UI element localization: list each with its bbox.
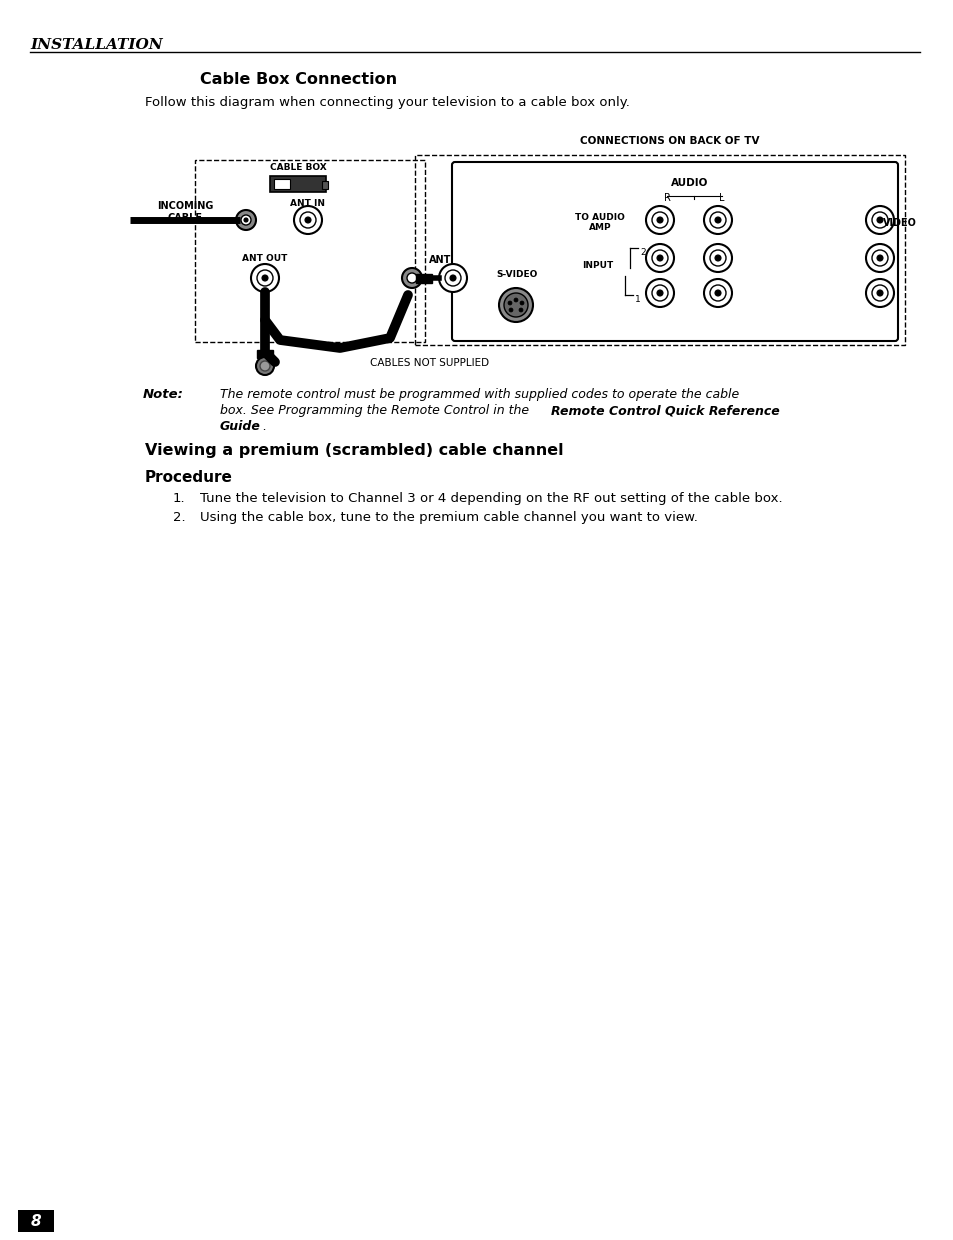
Text: TO AUDIO
AMP: TO AUDIO AMP <box>575 213 624 232</box>
Circle shape <box>657 217 662 223</box>
Text: The remote control must be programmed with supplied codes to operate the cable: The remote control must be programmed wi… <box>220 388 739 401</box>
Circle shape <box>876 217 882 223</box>
Circle shape <box>255 357 274 374</box>
Circle shape <box>876 290 882 296</box>
Bar <box>274 179 290 188</box>
Circle shape <box>657 255 662 260</box>
Circle shape <box>444 270 460 286</box>
Circle shape <box>865 279 893 308</box>
Circle shape <box>651 285 667 301</box>
Text: Remote Control Quick Reference: Remote Control Quick Reference <box>551 404 779 417</box>
Text: AUDIO: AUDIO <box>671 179 708 188</box>
Circle shape <box>657 290 662 296</box>
Bar <box>322 181 328 188</box>
Circle shape <box>865 244 893 272</box>
Circle shape <box>703 279 731 308</box>
Text: CABLE BOX: CABLE BOX <box>270 162 326 172</box>
Circle shape <box>703 244 731 272</box>
Text: L: L <box>719 193 724 203</box>
Circle shape <box>709 285 725 301</box>
Text: R: R <box>663 193 670 203</box>
Circle shape <box>256 270 273 286</box>
Circle shape <box>294 206 322 234</box>
Circle shape <box>709 212 725 228</box>
Circle shape <box>514 298 517 303</box>
Circle shape <box>876 255 882 260</box>
Text: ANT OUT: ANT OUT <box>242 254 288 263</box>
Text: box. See Programming the Remote Control in the: box. See Programming the Remote Control … <box>220 404 533 417</box>
Circle shape <box>305 217 311 223</box>
Circle shape <box>519 301 523 305</box>
Text: INPUT: INPUT <box>581 260 613 270</box>
Circle shape <box>262 275 268 281</box>
Text: Procedure: Procedure <box>145 470 233 485</box>
Text: 8: 8 <box>30 1214 41 1230</box>
Circle shape <box>709 250 725 267</box>
Text: 2.: 2. <box>172 511 186 525</box>
Text: Using the cable box, tune to the premium cable channel you want to view.: Using the cable box, tune to the premium… <box>200 511 698 525</box>
Text: Follow this diagram when connecting your television to a cable box only.: Follow this diagram when connecting your… <box>145 95 629 109</box>
Bar <box>416 274 432 283</box>
Text: Tune the television to Channel 3 or 4 depending on the RF out setting of the cab: Tune the television to Channel 3 or 4 de… <box>200 492 781 505</box>
Circle shape <box>450 275 456 281</box>
Bar <box>194 160 424 342</box>
Text: INCOMING
CABLE: INCOMING CABLE <box>156 201 213 223</box>
Text: CABLES NOT SUPPLIED: CABLES NOT SUPPLIED <box>370 358 489 368</box>
Text: Note:: Note: <box>143 388 184 401</box>
Circle shape <box>518 308 522 312</box>
Text: Cable Box Connection: Cable Box Connection <box>200 72 396 87</box>
Text: S-VIDEO: S-VIDEO <box>496 270 537 279</box>
Text: INSTALLATION: INSTALLATION <box>30 38 163 52</box>
Text: ANT IN: ANT IN <box>291 198 325 208</box>
Circle shape <box>299 212 315 228</box>
Circle shape <box>645 279 673 308</box>
Text: 1.: 1. <box>172 492 186 505</box>
Circle shape <box>714 290 720 296</box>
Circle shape <box>651 250 667 267</box>
Text: VIDEO: VIDEO <box>882 218 916 228</box>
Text: CONNECTIONS ON BACK OF TV: CONNECTIONS ON BACK OF TV <box>579 136 759 146</box>
Circle shape <box>235 210 255 229</box>
Circle shape <box>401 268 421 288</box>
Circle shape <box>498 288 533 322</box>
Text: .: . <box>262 420 266 433</box>
FancyBboxPatch shape <box>452 162 897 341</box>
Circle shape <box>509 308 513 312</box>
Bar <box>256 350 273 358</box>
Circle shape <box>438 264 467 291</box>
Circle shape <box>507 301 512 305</box>
Text: Viewing a premium (scrambled) cable channel: Viewing a premium (scrambled) cable chan… <box>145 443 563 458</box>
Circle shape <box>871 250 887 267</box>
Circle shape <box>645 244 673 272</box>
Text: 2: 2 <box>639 248 645 257</box>
Circle shape <box>645 206 673 234</box>
Circle shape <box>260 361 270 371</box>
Circle shape <box>651 212 667 228</box>
Text: ANT: ANT <box>428 255 451 265</box>
Circle shape <box>865 206 893 234</box>
Bar <box>415 155 904 345</box>
Circle shape <box>241 215 251 224</box>
Circle shape <box>871 285 887 301</box>
Circle shape <box>871 212 887 228</box>
Circle shape <box>703 206 731 234</box>
Bar <box>18 1210 54 1233</box>
Circle shape <box>244 218 248 222</box>
Circle shape <box>503 293 527 317</box>
Circle shape <box>251 264 278 291</box>
Circle shape <box>714 255 720 260</box>
Circle shape <box>714 217 720 223</box>
Circle shape <box>407 273 416 283</box>
Bar <box>270 176 326 192</box>
Text: Guide: Guide <box>220 420 260 433</box>
Text: 1: 1 <box>635 295 640 304</box>
